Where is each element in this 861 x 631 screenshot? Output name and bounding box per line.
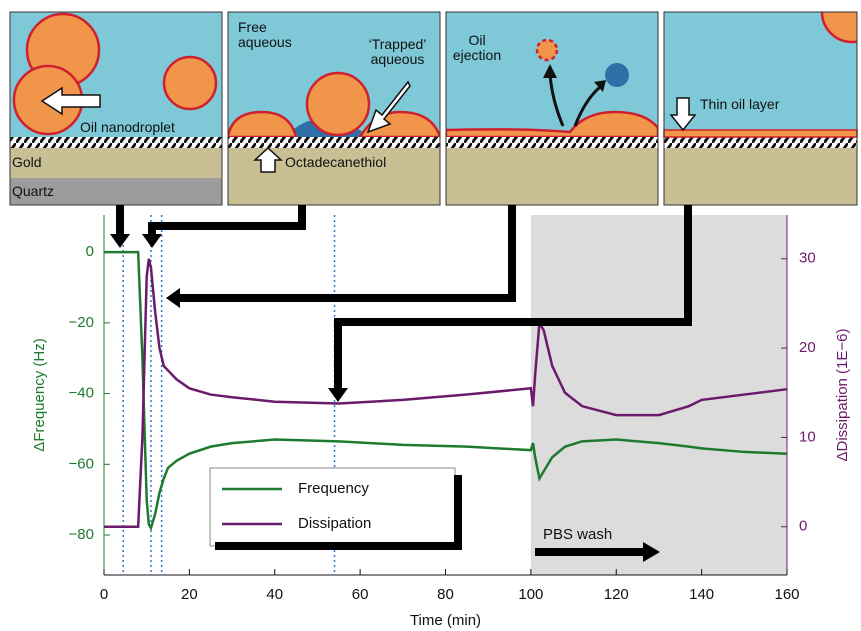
y-tick-label: −40 bbox=[69, 385, 94, 402]
annotation: Gold bbox=[12, 155, 42, 170]
x-tick-label: 40 bbox=[266, 586, 283, 603]
y2-tick-label: 30 bbox=[799, 250, 816, 267]
y-tick-label: −80 bbox=[69, 526, 94, 543]
x-tick-label: 120 bbox=[604, 586, 629, 603]
y-axis-label: ΔFrequency (Hz) bbox=[31, 338, 48, 451]
annotation: Octadecanethiol bbox=[285, 155, 386, 170]
y-tick-label: 0 bbox=[86, 243, 94, 260]
x-axis-label: Time (min) bbox=[410, 612, 481, 629]
annotation: Free aqueous bbox=[238, 20, 298, 50]
plot-area: 0 20 40 60 80 100 120 140 160 0 −20 −40 −60 −80 0 10 20 3… bbox=[31, 215, 851, 629]
x-tick-label: 60 bbox=[352, 586, 369, 603]
annotation: Quartz bbox=[12, 184, 54, 199]
y2-axis-label: ΔDissipation (1E−6) bbox=[834, 329, 851, 462]
y2-tick-label: 10 bbox=[799, 428, 816, 445]
x-tick-label: 100 bbox=[518, 586, 543, 603]
annotation: Thin oil layer bbox=[700, 97, 779, 112]
figure: 0 20 40 60 80 100 120 140 160 0 −20 −40 −60 −80 0 10 20 3… bbox=[0, 0, 861, 631]
y2-tick-label: 0 bbox=[799, 518, 807, 535]
x-tick-label: 140 bbox=[689, 586, 714, 603]
chart: 0 20 40 60 80 100 120 140 160 0 −20 −40 −60 −80 0 10 20 3… bbox=[0, 0, 861, 631]
y2-tick-label: 20 bbox=[799, 339, 816, 356]
legend-label: Frequency bbox=[298, 480, 369, 497]
x-tick-label: 160 bbox=[774, 586, 799, 603]
shaded-label: PBS wash bbox=[543, 526, 612, 543]
legend-label: Dissipation bbox=[298, 515, 371, 532]
annotation: ‘Trapped’ aqueous bbox=[360, 37, 435, 67]
x-tick-label: 0 bbox=[100, 586, 108, 603]
y-tick-label: −20 bbox=[69, 314, 94, 331]
x-tick-label: 20 bbox=[181, 586, 198, 603]
x-tick-label: 80 bbox=[437, 586, 454, 603]
annotation: Oil nanodroplet bbox=[80, 120, 175, 135]
y-tick-label: −60 bbox=[69, 455, 94, 472]
annotation: Oil ejection bbox=[452, 33, 502, 63]
